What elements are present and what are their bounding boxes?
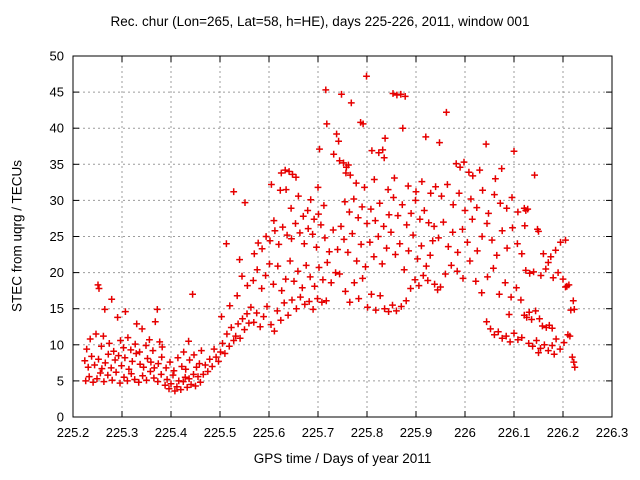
y-tick-label: 5 [57, 373, 64, 388]
y-tick-label: 25 [50, 229, 64, 244]
y-tick-label: 45 [50, 85, 64, 100]
x-tick-label: 225.5 [204, 425, 237, 440]
x-tick-label: 225.3 [106, 425, 139, 440]
x-tick-label: 225.7 [302, 425, 335, 440]
y-tick-label: 0 [57, 410, 64, 425]
x-tick-label: 225.2 [57, 425, 90, 440]
y-tick-label: 50 [50, 49, 64, 64]
y-tick-label: 30 [50, 193, 64, 208]
chart-title: Rec. chur (Lon=265, Lat=58, h=HE), days … [110, 14, 530, 29]
y-tick-label: 10 [50, 337, 64, 352]
x-axis-label: GPS time / Days of year 2011 [253, 451, 432, 466]
x-tick-label: 225.8 [351, 425, 384, 440]
y-tick-label: 20 [50, 265, 64, 280]
x-tick-label: 226 [454, 425, 476, 440]
x-tick-label: 225.4 [155, 425, 188, 440]
scatter-points [81, 72, 579, 395]
x-tick-label: 226.1 [498, 425, 531, 440]
y-tick-label: 35 [50, 157, 64, 172]
x-tick-label: 225.9 [400, 425, 433, 440]
x-tick-label: 226.3 [596, 425, 629, 440]
tick-labels: 225.2 225.3 225.4 225.5 225.6 225.7 225.8 225.9… [50, 49, 629, 441]
x-tick-label: 226.2 [547, 425, 580, 440]
axes [72, 55, 613, 418]
y-tick-label: 15 [50, 301, 64, 316]
y-tick-label: 40 [50, 121, 64, 136]
x-tick-label: 225.6 [253, 425, 286, 440]
